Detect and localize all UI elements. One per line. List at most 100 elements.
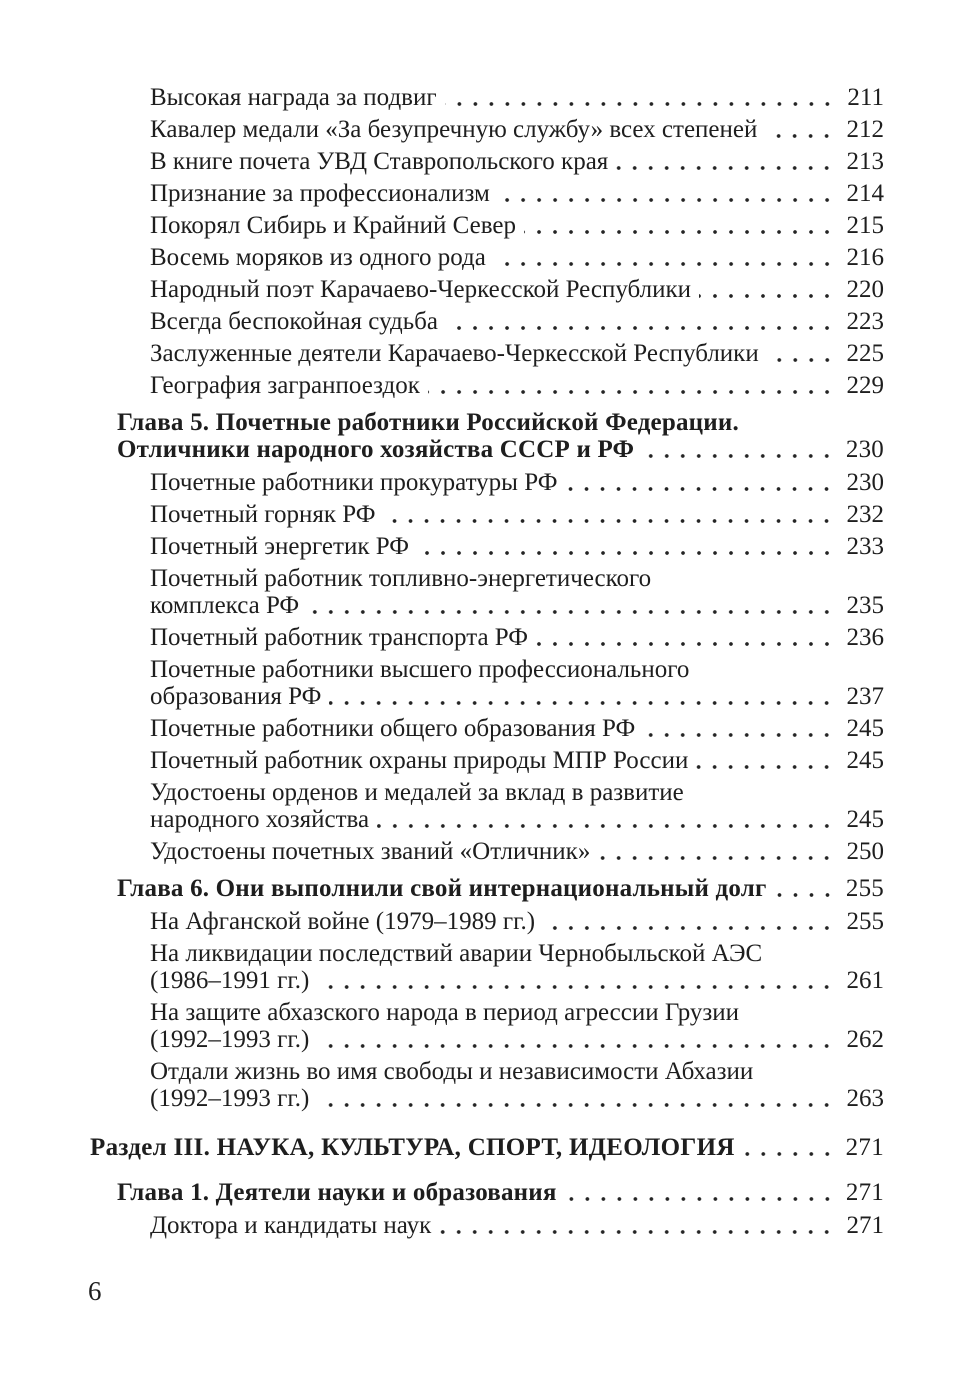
toc-line: Почетные работники высшего профессиональ… (150, 656, 884, 683)
dot-leader (536, 624, 835, 651)
page-number: 233 (846, 533, 885, 560)
page-number: 225 (846, 340, 885, 367)
toc-entry-row: Кавалер медали «За безупречную службу» в… (150, 116, 884, 143)
entry-title: Удостоены почетных званий «Отличник» (150, 838, 591, 865)
entry-title: На Афганской войне (1979–1989 гг.) (150, 908, 536, 935)
dot-leader (445, 308, 835, 335)
page-number: 237 (846, 683, 885, 710)
toc-line: Почетный горняк РФ 232 (150, 501, 884, 528)
dot-leader (307, 592, 835, 619)
dot-leader (427, 372, 835, 399)
dot-leader (416, 533, 835, 560)
entry-title: (1986–1991 гг.) (150, 967, 310, 994)
toc-entry-row: На Афганской войне (1979–1989 гг.) 255 (150, 908, 884, 935)
toc-entry-row: Народный поэт Карачаево-Черкесской Респу… (150, 276, 884, 303)
toc-entry-row: Доктора и кандидаты наук 271 (150, 1212, 884, 1239)
toc-line: Раздел III. НАУКА, КУЛЬТУРА, СПОРТ, ИДЕО… (90, 1134, 884, 1161)
page-number: 229 (846, 372, 885, 399)
page-number: 245 (846, 715, 885, 742)
toc-entry-row: Признание за профессионализм 214 (150, 180, 884, 207)
page-number: 232 (846, 501, 885, 528)
toc-entry-row: География загранпоездок 229 (150, 372, 884, 399)
entry-title: Покорял Сибирь и Крайний Север (150, 212, 516, 239)
entry-title: Отдали жизнь во имя свободы и независимо… (150, 1058, 754, 1085)
dot-leader (317, 1026, 835, 1053)
entry-title: Почетный горняк РФ (150, 501, 376, 528)
entry-title: Всегда беспокойная судьба (150, 308, 438, 335)
page-number: 213 (846, 148, 885, 175)
dot-leader (643, 715, 835, 742)
entry-title: География загранпоездок (150, 372, 420, 399)
entry-title: Заслуженные деятели Карачаево-Черкесской… (150, 340, 759, 367)
toc-entry-row: Почетные работники высшего профессиональ… (150, 656, 884, 710)
page-number: 214 (846, 180, 885, 207)
toc-line: Всегда беспокойная судьба 223 (150, 308, 884, 335)
dot-leader (317, 967, 835, 994)
page-number: 271 (845, 1134, 884, 1161)
toc-entry-row: На ликвидации последствий аварии Чернобы… (150, 940, 884, 994)
toc-line: Доктора и кандидаты наук 271 (150, 1212, 884, 1239)
toc-entry-row: В книге почета УВД Ставропольского края 2… (150, 148, 884, 175)
dot-leader (765, 116, 835, 143)
page-number: 261 (846, 967, 885, 994)
entry-title: комплекса РФ (150, 592, 300, 619)
entry-title: Удостоены орденов и медалей за вклад в р… (150, 779, 684, 806)
entry-title: Почетный работник топливно-энергетическо… (150, 565, 652, 592)
toc-line: Удостоены орденов и медалей за вклад в р… (150, 779, 884, 806)
toc-line: Удостоены почетных званий «Отличник» 250 (150, 838, 884, 865)
toc-line: Отдали жизнь во имя свободы и независимо… (150, 1058, 884, 1085)
toc-entry-row: Почетные работники прокуратуры РФ 230 (150, 469, 884, 496)
toc-entry-row: Удостоены почетных званий «Отличник» 250 (150, 838, 884, 865)
entry-title: Кавалер медали «За безупречную службу» в… (150, 116, 758, 143)
page-number: 255 (846, 908, 885, 935)
toc-line: Почетный работник транспорта РФ 236 (150, 624, 884, 651)
toc-entry-row: Восемь моряков из одного рода 216 (150, 244, 884, 271)
toc-line: На ликвидации последствий аварии Чернобы… (150, 940, 884, 967)
folio-page-number: 6 (88, 1276, 102, 1306)
page-number: 271 (845, 1179, 884, 1206)
toc-line: Почетный энергетик РФ 233 (150, 533, 884, 560)
toc-entry-row: Покорял Сибирь и Крайний Север 215 (150, 212, 884, 239)
page-number: 263 (846, 1085, 885, 1112)
toc-line: Кавалер медали «За безупречную службу» в… (150, 116, 884, 143)
entry-title: Почетные работники высшего профессиональ… (150, 656, 690, 683)
toc-line: Восемь моряков из одного рода 216 (150, 244, 884, 271)
toc-entry-row: На защите абхазского народа в период агр… (150, 999, 884, 1053)
toc-entry-row: Почетные работники общего образования РФ… (150, 715, 884, 742)
dot-leader (642, 436, 835, 463)
entry-title: образования РФ (150, 683, 322, 710)
dot-leader (565, 469, 835, 496)
dot-leader (543, 908, 835, 935)
entry-title: Раздел III. НАУКА, КУЛЬТУРА, СПОРТ, ИДЕО… (90, 1134, 735, 1161)
toc-entry-row: Почетный работник охраны природы МПР Рос… (150, 747, 884, 774)
dot-leader (444, 84, 835, 111)
page-number: 211 (847, 84, 884, 111)
toc-line: Признание за профессионализм 214 (150, 180, 884, 207)
toc-line: народного хозяйства 245 (150, 806, 884, 833)
dot-leader (598, 838, 835, 865)
toc-entry-row: Заслуженные деятели Карачаево-Черкесской… (150, 340, 884, 367)
page-number: 250 (846, 838, 885, 865)
toc-line: Высокая награда за подвиг 211 (150, 84, 884, 111)
entry-title: (1992–1993 гг.) (150, 1026, 310, 1053)
dot-leader (696, 747, 835, 774)
toc-list: Высокая награда за подвиг 211 Кавалер меда… (90, 84, 884, 1244)
toc-chapter-row: Глава 6. Они выполнили свой интернациона… (117, 875, 884, 902)
entry-title: Почетный работник охраны природы МПР Рос… (150, 747, 689, 774)
page-number: 215 (846, 212, 885, 239)
entry-title: Почетные работники общего образования РФ (150, 715, 636, 742)
toc-line: Покорял Сибирь и Крайний Север 215 (150, 212, 884, 239)
page-number: 220 (846, 276, 885, 303)
toc-entry-row: Всегда беспокойная судьба 223 (150, 308, 884, 335)
entry-title: Почетный энергетик РФ (150, 533, 409, 560)
toc-entry-row: Почетный работник топливно-энергетическо… (150, 565, 884, 619)
page-number: 245 (846, 806, 885, 833)
entry-title: Глава 6. Они выполнили свой интернациона… (117, 875, 767, 902)
toc-line: География загранпоездок 229 (150, 372, 884, 399)
toc-line: (1992–1993 гг.) 262 (150, 1026, 884, 1053)
entry-title: Глава 5. Почетные работники Российской Ф… (117, 409, 739, 436)
dot-leader (493, 244, 835, 271)
toc-line: Глава 5. Почетные работники Российской Ф… (117, 409, 884, 436)
page-number: 212 (846, 116, 885, 143)
page-number: 271 (846, 1212, 885, 1239)
